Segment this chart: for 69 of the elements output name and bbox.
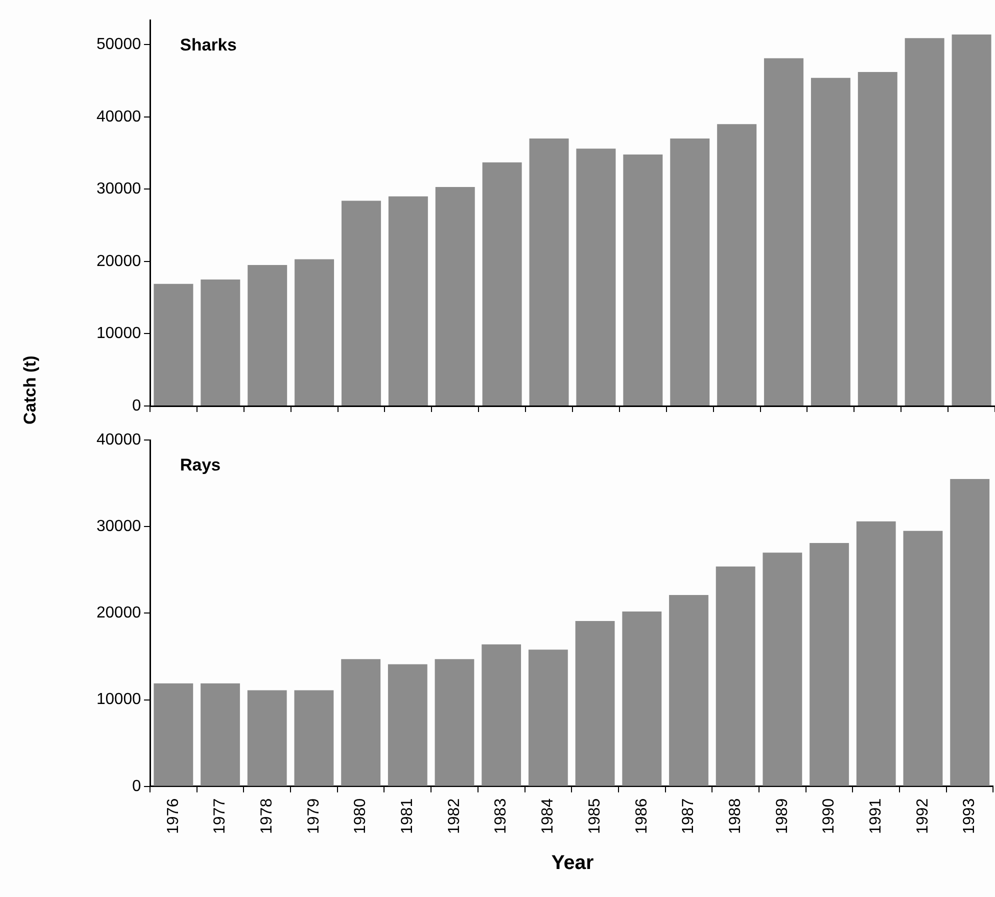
x-tick-label: 1989 [774,798,791,834]
bar [200,280,240,406]
y-tick-label: 10000 [96,691,142,708]
y-tick-label: 20000 [96,252,142,270]
y-tick-label: 40000 [96,431,142,448]
bar [388,196,428,406]
x-tick-label: 1980 [352,798,370,834]
bar [482,162,522,406]
bar [342,200,381,406]
bar [248,265,288,406]
bar [622,611,662,786]
x-tick-label: 1978 [258,798,276,834]
y-tick-label: 50000 [96,36,142,53]
bar [623,154,663,406]
x-tick-label: 1984 [540,798,557,834]
y-tick-label: 30000 [96,180,142,198]
y-axis-title: Catch (t) [20,356,40,424]
bar [294,690,334,786]
x-tick-label: 1985 [586,798,604,834]
text: Rays [180,456,221,475]
x-tick-label: 1992 [914,798,932,834]
bar [247,690,287,786]
bar [388,664,428,786]
bar [669,595,708,786]
bar [200,683,240,786]
bar [528,650,568,786]
bar [810,543,849,786]
y-tick-label: 0 [132,397,142,414]
bar [717,124,757,406]
y-tick-label: 20000 [96,604,142,622]
x-tick-label: 1986 [633,798,650,834]
bar [575,620,615,786]
bar [294,259,334,406]
y-tick-label: 10000 [96,325,142,342]
bar [435,186,475,406]
y-tick-label: 0 [132,778,142,795]
x-tick-label: 1977 [212,798,229,834]
bar [950,478,990,786]
x-tick-label: 1988 [726,798,744,834]
bar [576,148,616,406]
bar [716,566,756,786]
x-tick-label: 1979 [305,798,322,834]
bar [670,138,710,406]
x-tick-label: 1983 [492,798,510,834]
text: Sharks [180,36,237,55]
x-axis-title: Year [550,852,595,875]
bar [764,58,804,406]
y-tick-label: 40000 [96,108,142,126]
x-tick-label: 1991 [868,798,885,834]
bar [858,72,898,406]
bar [903,530,943,786]
bar [154,683,194,786]
y-tick-label: 30000 [96,518,142,536]
bar [904,38,944,406]
bar [482,644,522,786]
x-tick-label: 1976 [164,798,182,834]
bar [856,521,896,786]
bar [952,34,992,406]
bar [154,284,194,406]
x-tick-label: 1993 [961,798,978,834]
x-tick-label: 1982 [446,798,463,834]
x-tick-label: 1981 [399,798,416,834]
bar [529,138,569,406]
x-tick-label: 1990 [820,798,838,834]
x-tick-label: 1987 [680,798,698,834]
bar [810,78,850,406]
bar [762,552,802,786]
bar [341,659,380,786]
bar [434,659,474,786]
